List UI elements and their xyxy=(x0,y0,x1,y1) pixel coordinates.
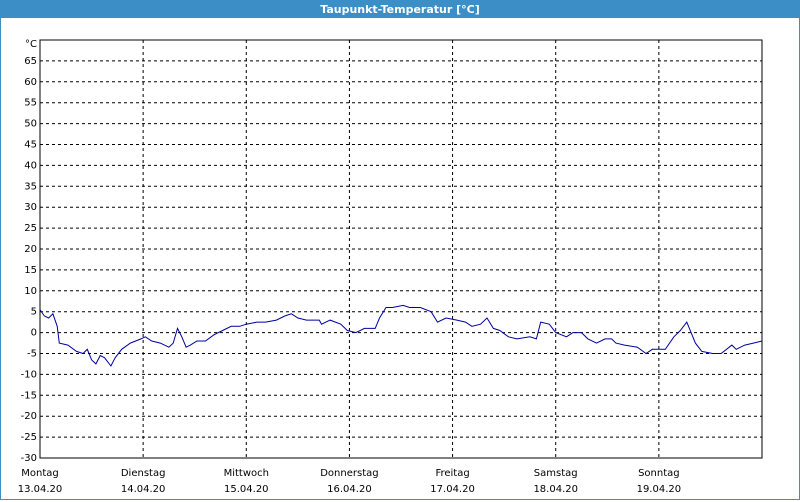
x-tick-date: 15.04.20 xyxy=(224,484,269,495)
y-tick-label: 0 xyxy=(31,328,37,339)
y-tick-label: 45 xyxy=(24,140,37,151)
x-tick-date: 19.04.20 xyxy=(637,484,682,495)
y-tick-label: 10 xyxy=(24,286,37,297)
y-tick-label: 40 xyxy=(24,160,37,171)
x-tick-date: 13.04.20 xyxy=(18,484,63,495)
x-tick-date: 18.04.20 xyxy=(533,484,578,495)
y-tick-label: 25 xyxy=(24,223,37,234)
y-tick-label: -30 xyxy=(21,453,37,464)
y-tick-label: 15 xyxy=(24,265,37,276)
y-tick-label: -10 xyxy=(21,369,37,380)
y-tick-label: -25 xyxy=(21,432,37,443)
y-tick-label: -15 xyxy=(21,390,37,401)
y-tick-label: 55 xyxy=(24,98,37,109)
x-tick-label: Montag xyxy=(21,468,58,479)
y-tick-label: 65 xyxy=(24,56,37,67)
x-tick-label: Samstag xyxy=(534,468,578,479)
x-tick-label: Donnerstag xyxy=(320,468,378,479)
data-line xyxy=(39,304,763,367)
chart: °C -30 -25 -20 -15 -10 -5 0 5 10 15 20 25 30 35 40 45 50 5… xyxy=(18,39,763,495)
y-tick-label: 5 xyxy=(31,307,37,318)
x-tick-date: 16.04.20 xyxy=(327,484,372,495)
x-tick-label: Mittwoch xyxy=(224,468,269,479)
x-tick-label: Freitag xyxy=(435,468,469,479)
x-tick-date: 17.04.20 xyxy=(430,484,475,495)
y-tick-label: 35 xyxy=(24,181,37,192)
y-tick-label: 30 xyxy=(24,202,37,213)
y-tick-label: 20 xyxy=(24,244,37,255)
y-tick-label: 60 xyxy=(24,77,37,88)
y-tick-label: -20 xyxy=(21,411,37,422)
title-bar: Taupunkt-Temperatur [°C] xyxy=(1,1,799,18)
y-tick-label: 50 xyxy=(24,119,37,130)
x-tick-label: Sonntag xyxy=(638,468,680,479)
y-tick-label: -5 xyxy=(27,349,37,360)
x-tick-label: Dienstag xyxy=(121,468,166,479)
y-unit: °C xyxy=(25,39,37,50)
x-tick-date: 14.04.20 xyxy=(121,484,166,495)
